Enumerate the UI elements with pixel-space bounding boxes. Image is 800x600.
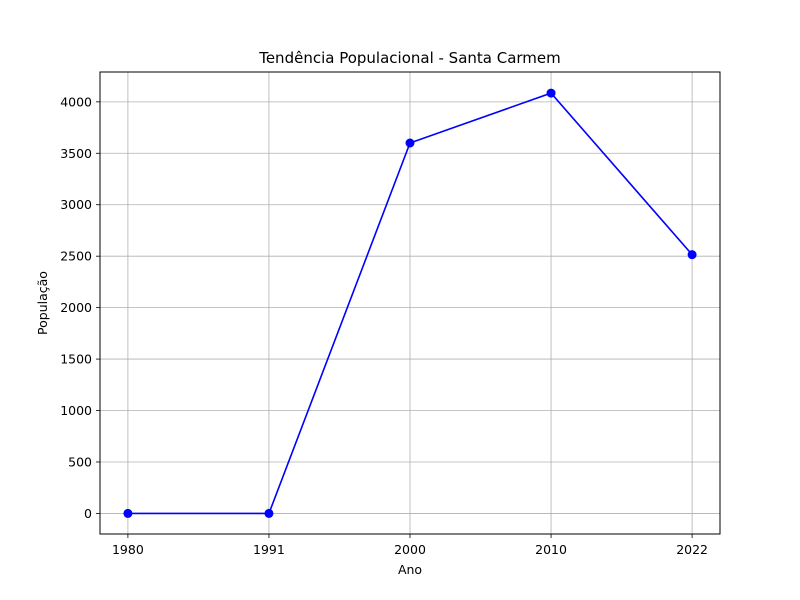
y-tick-label: 1500	[60, 352, 92, 367]
y-axis-label: População	[35, 271, 50, 335]
y-tick-label: 0	[84, 506, 92, 521]
y-axis: 0 500 1000 1500 2000 2500 3000 3500 4000	[60, 94, 100, 521]
y-tick-label: 4000	[60, 94, 92, 109]
y-tick-label: 2500	[60, 249, 92, 264]
data-point	[687, 250, 697, 260]
y-tick-label: 500	[68, 454, 92, 469]
y-tick-label: 3000	[60, 197, 92, 212]
chart-title: Tendência Populacional - Santa Carmem	[258, 49, 561, 67]
x-axis: 1980 1991 2000 2010 2022	[112, 534, 708, 557]
x-tick-label: 2022	[676, 542, 708, 557]
x-tick-label: 1991	[253, 542, 285, 557]
data-point	[546, 88, 556, 98]
data-point	[405, 138, 415, 148]
y-tick-label: 2000	[60, 300, 92, 315]
y-tick-label: 3500	[60, 146, 92, 161]
x-tick-label: 1980	[112, 542, 144, 557]
x-tick-label: 2000	[394, 542, 426, 557]
series-layer	[123, 88, 697, 518]
y-tick-label: 1000	[60, 403, 92, 418]
x-tick-label: 2010	[535, 542, 567, 557]
data-point	[264, 508, 274, 518]
x-axis-label: Ano	[398, 562, 422, 577]
data-point	[123, 508, 133, 518]
